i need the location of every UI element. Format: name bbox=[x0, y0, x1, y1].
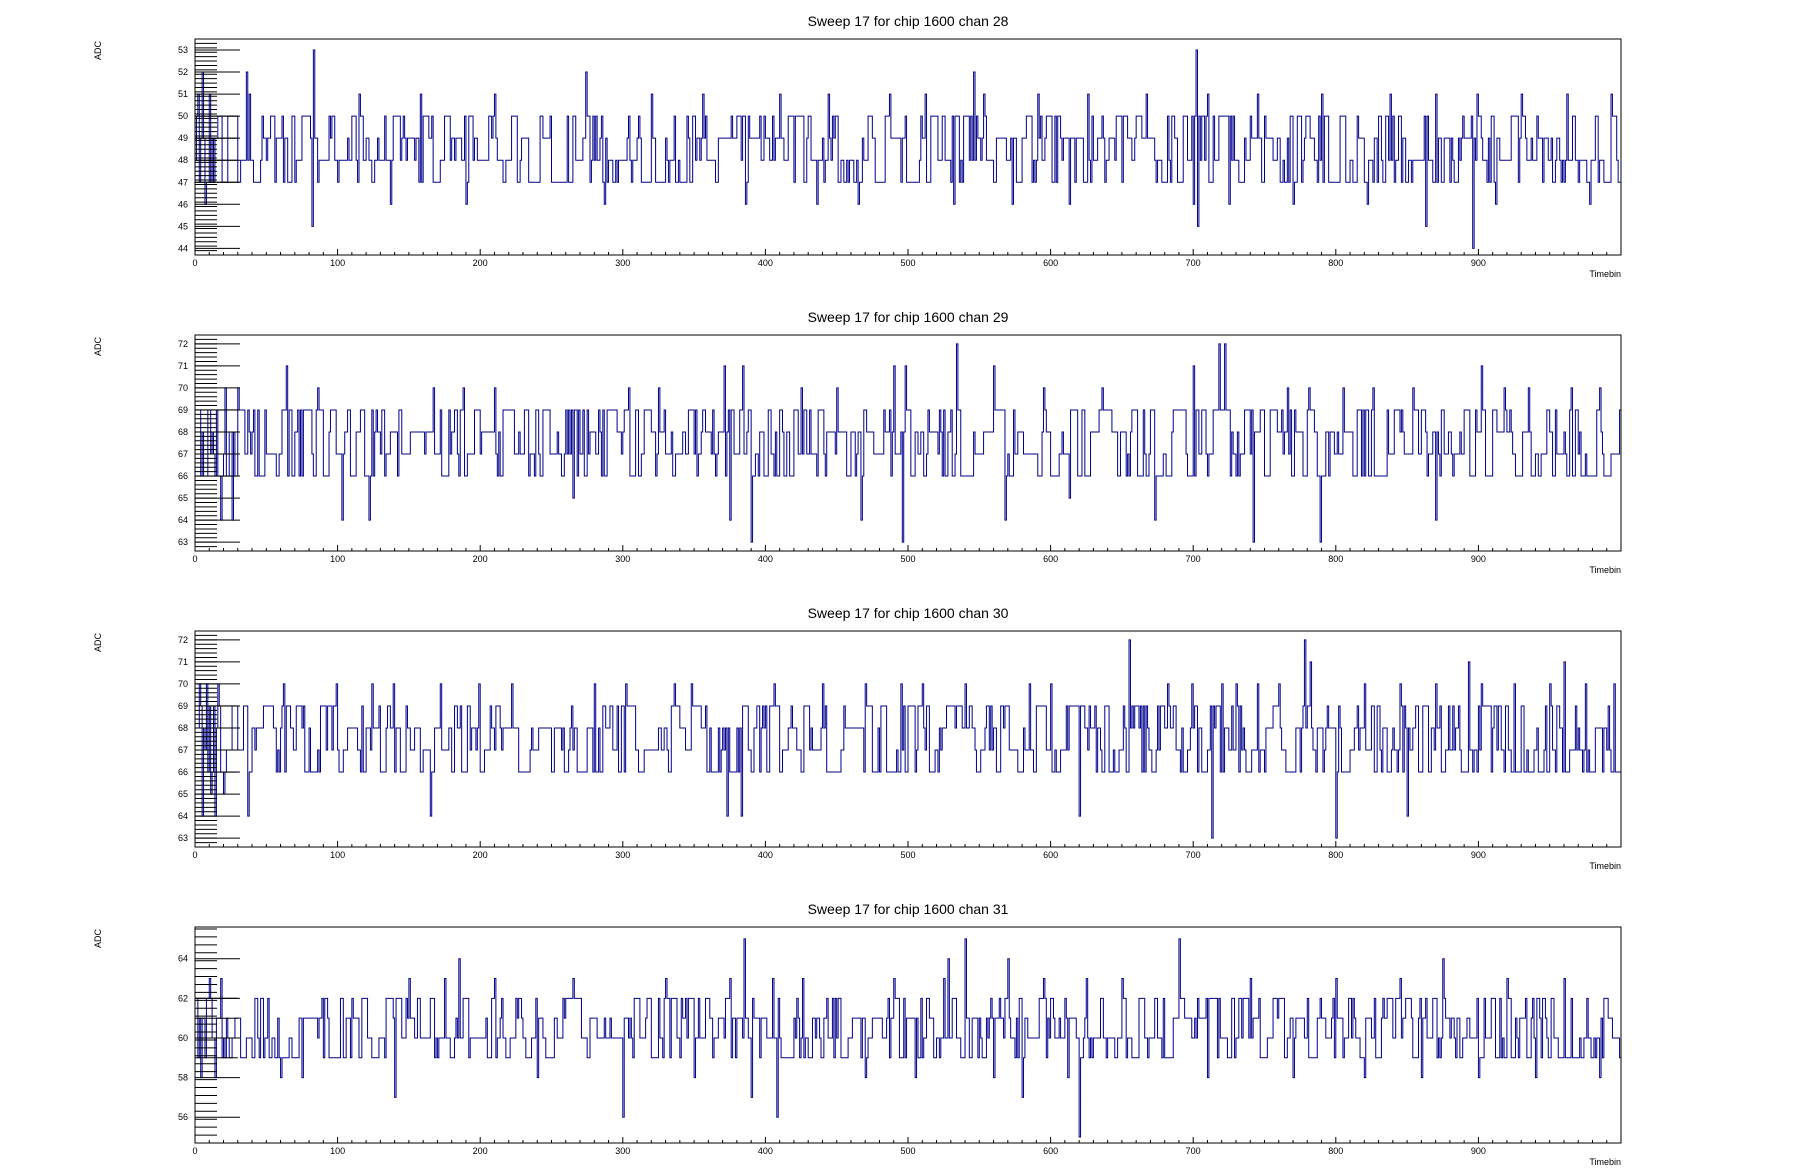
y-tick-label: 65 bbox=[178, 493, 188, 503]
chart-title: Sweep 17 for chip 1600 chan 28 bbox=[808, 13, 1009, 29]
y-tick-label: 60 bbox=[178, 1033, 188, 1043]
x-tick-label: 700 bbox=[1186, 850, 1201, 860]
y-tick-label: 71 bbox=[178, 657, 188, 667]
x-tick-label: 500 bbox=[900, 554, 915, 564]
x-tick-label: 500 bbox=[900, 1146, 915, 1156]
y-tick-label: 49 bbox=[178, 133, 188, 143]
x-tick-label: 200 bbox=[473, 850, 488, 860]
y-tick-label: 66 bbox=[178, 767, 188, 777]
x-tick-label: 0 bbox=[192, 554, 197, 564]
plot-frame bbox=[194, 334, 1622, 552]
x-tick-label: 900 bbox=[1471, 258, 1486, 268]
x-tick-label: 200 bbox=[473, 554, 488, 564]
series-line bbox=[195, 343, 1621, 543]
y-tick-label: 72 bbox=[178, 635, 188, 645]
x-tick-label: 700 bbox=[1186, 1146, 1201, 1156]
x-tick-label: 900 bbox=[1471, 850, 1486, 860]
y-tick-label: 70 bbox=[178, 383, 188, 393]
y-tick-label: 71 bbox=[178, 361, 188, 371]
chart-panel-0: Sweep 17 for chip 1600 chan 28 ADC Timebin… bbox=[93, 13, 1622, 279]
chart-title: Sweep 17 for chip 1600 chan 31 bbox=[808, 901, 1009, 917]
x-tick-label: 900 bbox=[1471, 1146, 1486, 1156]
x-tick-label: 300 bbox=[615, 850, 630, 860]
y-tick-label: 62 bbox=[178, 993, 188, 1003]
x-tick-label: 500 bbox=[900, 850, 915, 860]
x-tick-label: 300 bbox=[615, 1146, 630, 1156]
x-axis-label: Timebin bbox=[1589, 861, 1621, 871]
y-tick-label: 45 bbox=[178, 221, 188, 231]
y-tick-label: 64 bbox=[178, 515, 188, 525]
chart-title: Sweep 17 for chip 1600 chan 30 bbox=[808, 605, 1009, 621]
x-tick-label: 800 bbox=[1328, 1146, 1343, 1156]
x-tick-label: 600 bbox=[1043, 1146, 1058, 1156]
x-tick-label: 400 bbox=[758, 850, 773, 860]
x-tick-label: 400 bbox=[758, 258, 773, 268]
y-tick-label: 44 bbox=[178, 243, 188, 253]
x-tick-label: 800 bbox=[1328, 850, 1343, 860]
chart-panel-1: Sweep 17 for chip 1600 chan 29 ADC Timebin… bbox=[93, 309, 1622, 575]
y-tick-label: 58 bbox=[178, 1073, 188, 1083]
chart-panel-3: Sweep 17 for chip 1600 chan 31 ADC Timebin… bbox=[93, 901, 1622, 1167]
x-axis-label: Timebin bbox=[1589, 269, 1621, 279]
y-tick-label: 72 bbox=[178, 339, 188, 349]
y-tick-label: 64 bbox=[178, 811, 188, 821]
series-line bbox=[195, 639, 1621, 839]
x-tick-label: 800 bbox=[1328, 554, 1343, 564]
x-tick-label: 0 bbox=[192, 258, 197, 268]
chart-title: Sweep 17 for chip 1600 chan 29 bbox=[808, 309, 1009, 325]
x-tick-label: 600 bbox=[1043, 258, 1058, 268]
y-axis-label: ADC bbox=[93, 41, 103, 61]
y-tick-label: 46 bbox=[178, 199, 188, 209]
x-tick-label: 100 bbox=[330, 258, 345, 268]
y-tick-label: 68 bbox=[178, 723, 188, 733]
y-tick-label: 67 bbox=[178, 745, 188, 755]
x-tick-label: 200 bbox=[473, 258, 488, 268]
y-tick-label: 53 bbox=[178, 45, 188, 55]
y-axis-label: ADC bbox=[93, 929, 103, 949]
y-tick-label: 52 bbox=[178, 67, 188, 77]
x-tick-label: 800 bbox=[1328, 258, 1343, 268]
y-tick-label: 68 bbox=[178, 427, 188, 437]
x-tick-label: 400 bbox=[758, 1146, 773, 1156]
plot-frame bbox=[194, 38, 1622, 256]
y-tick-label: 64 bbox=[178, 954, 188, 964]
x-tick-label: 0 bbox=[192, 850, 197, 860]
y-tick-label: 47 bbox=[178, 177, 188, 187]
x-tick-label: 700 bbox=[1186, 554, 1201, 564]
x-tick-label: 200 bbox=[473, 1146, 488, 1156]
chart-panel-2: Sweep 17 for chip 1600 chan 30 ADC Timebin… bbox=[93, 605, 1622, 871]
x-tick-label: 900 bbox=[1471, 554, 1486, 564]
plot-frame bbox=[194, 926, 1622, 1144]
y-tick-label: 65 bbox=[178, 789, 188, 799]
x-tick-label: 600 bbox=[1043, 554, 1058, 564]
y-tick-label: 48 bbox=[178, 155, 188, 165]
series-line bbox=[195, 49, 1621, 249]
x-tick-label: 600 bbox=[1043, 850, 1058, 860]
x-tick-label: 100 bbox=[330, 554, 345, 564]
series-line bbox=[195, 938, 1621, 1138]
y-tick-label: 69 bbox=[178, 701, 188, 711]
y-tick-label: 69 bbox=[178, 405, 188, 415]
x-tick-label: 400 bbox=[758, 554, 773, 564]
y-tick-label: 50 bbox=[178, 111, 188, 121]
y-axis-label: ADC bbox=[93, 337, 103, 357]
y-tick-label: 66 bbox=[178, 471, 188, 481]
x-tick-label: 0 bbox=[192, 1146, 197, 1156]
x-tick-label: 500 bbox=[900, 258, 915, 268]
y-tick-label: 51 bbox=[178, 89, 188, 99]
y-tick-label: 67 bbox=[178, 449, 188, 459]
x-tick-label: 700 bbox=[1186, 258, 1201, 268]
y-tick-label: 56 bbox=[178, 1112, 188, 1122]
x-tick-label: 300 bbox=[615, 554, 630, 564]
y-tick-label: 63 bbox=[178, 537, 188, 547]
y-tick-label: 63 bbox=[178, 833, 188, 843]
x-axis-label: Timebin bbox=[1589, 1157, 1621, 1167]
x-tick-label: 100 bbox=[330, 850, 345, 860]
y-axis-label: ADC bbox=[93, 633, 103, 653]
x-tick-label: 300 bbox=[615, 258, 630, 268]
x-axis-label: Timebin bbox=[1589, 565, 1621, 575]
x-tick-label: 100 bbox=[330, 1146, 345, 1156]
y-tick-label: 70 bbox=[178, 679, 188, 689]
